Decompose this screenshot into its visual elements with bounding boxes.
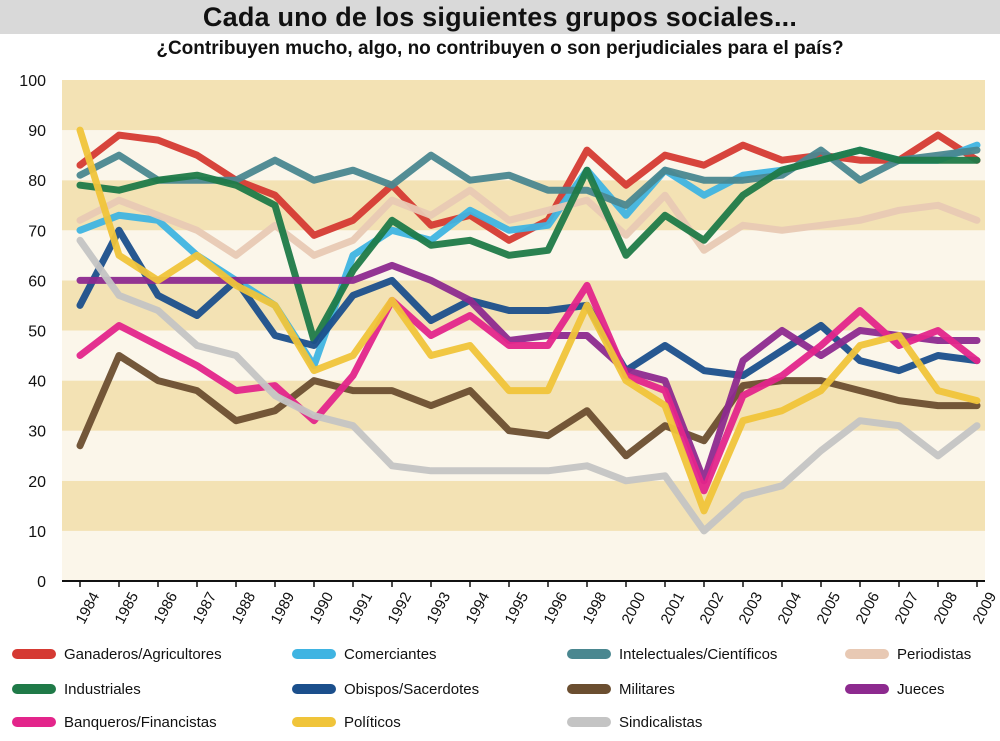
legend-swatch	[845, 649, 889, 659]
y-tick-label: 50	[28, 324, 46, 341]
x-axis	[62, 580, 985, 587]
legend-item: Ganaderos/Agricultores	[12, 642, 222, 666]
background-band	[62, 280, 985, 331]
legend-label: Políticos	[344, 713, 401, 731]
y-axis-ticks: 0 10 20 30 40 50 60 70 80 90 100	[19, 73, 46, 591]
x-tick-label: 2004	[775, 589, 806, 626]
y-tick-label: 0	[37, 574, 46, 591]
legend-swatch	[567, 717, 611, 727]
y-tick-label: 90	[28, 123, 46, 140]
x-tick-label: 1995	[502, 589, 533, 626]
x-tick-label: 2002	[697, 589, 728, 626]
series-line-periodistas	[76, 186, 981, 259]
legend-item: Comerciantes	[292, 642, 437, 666]
series-line-industriales	[76, 146, 981, 344]
x-tick-label: 1987	[190, 589, 221, 626]
y-tick-label: 60	[28, 273, 46, 290]
series-line-pol-ticos	[76, 126, 981, 515]
x-tick-label: 2005	[814, 589, 845, 626]
x-tick-label: 1998	[580, 589, 611, 626]
legend-label: Industriales	[64, 680, 141, 698]
y-tick-label: 20	[28, 474, 46, 491]
y-tick-label: 100	[19, 73, 46, 90]
legend-swatch	[567, 684, 611, 694]
background-band	[62, 530, 985, 581]
x-axis-ticks: 1984 1985 1986 1987 1988 1989 1990 1991 1992 1993…	[73, 589, 1000, 626]
x-tick-label: 2006	[853, 589, 884, 626]
x-tick-label: 2000	[619, 589, 650, 626]
series-line-obispos-sacerdotes	[76, 226, 981, 380]
legend-item: Periodistas	[845, 642, 971, 666]
legend-label: Banqueros/Financistas	[64, 713, 217, 731]
series-line-sindicalistas	[76, 236, 981, 535]
x-tick-label: 2008	[931, 589, 962, 626]
x-tick-label: 1988	[229, 589, 260, 626]
legend-item: Intelectuales/Científicos	[567, 642, 777, 666]
legend-swatch	[292, 649, 336, 659]
legend-item: Industriales	[12, 677, 141, 701]
legend-item: Políticos	[292, 710, 401, 734]
x-tick-label: 2009	[970, 589, 1000, 626]
legend-label: Jueces	[897, 680, 945, 698]
legend-swatch	[12, 649, 56, 659]
legend-label: Periodistas	[897, 645, 972, 663]
legend-item: Militares	[567, 677, 675, 701]
x-tick-label: 1990	[307, 589, 338, 626]
background-band	[62, 480, 985, 531]
legend-item: Obispos/Sacerdotes	[292, 677, 479, 701]
y-tick-label: 40	[28, 374, 46, 391]
legend-label: Ganaderos/Agricultores	[64, 645, 222, 663]
x-tick-label: 2001	[658, 589, 689, 626]
x-tick-label: 1986	[151, 589, 182, 626]
series-line-banqueros-financistas	[76, 281, 981, 495]
subtitle-bar: ¿Contribuyen mucho, algo, no contribuyen…	[0, 34, 1000, 64]
legend-label: Comerciantes	[344, 645, 437, 663]
chart-title: Cada uno de los siguientes grupos social…	[202, 1, 798, 32]
x-tick-label: 1985	[112, 589, 143, 626]
y-tick-label: 80	[28, 173, 46, 190]
legend-item: Banqueros/Financistas	[12, 710, 217, 734]
x-tick-label: 1984	[73, 589, 104, 626]
x-tick-label: 1993	[424, 589, 455, 626]
y-tick-label: 10	[28, 524, 46, 541]
chart-subtitle: ¿Contribuyen mucho, algo, no contribuyen…	[156, 38, 844, 59]
x-tick-label: 2003	[736, 589, 767, 626]
legend-swatch	[567, 649, 611, 659]
y-tick-label: 30	[28, 424, 46, 441]
legend-item: Jueces	[845, 677, 945, 701]
legend-label: Intelectuales/Científicos	[619, 645, 778, 663]
series-lines	[76, 126, 981, 535]
legend-label: Obispos/Sacerdotes	[344, 680, 480, 698]
legend-label: Militares	[619, 680, 675, 698]
background-band	[62, 80, 985, 131]
x-tick-label: 1996	[541, 589, 572, 626]
legend-swatch	[292, 684, 336, 694]
legend-swatch	[12, 684, 56, 694]
x-tick-label: 2007	[892, 589, 923, 626]
legend-swatch	[292, 717, 336, 727]
legend-swatch	[845, 684, 889, 694]
y-tick-label: 70	[28, 223, 46, 240]
x-tick-label: 1992	[385, 589, 416, 626]
background-bands	[62, 80, 985, 581]
legend-item: Sindicalistas	[567, 710, 702, 734]
legend-swatch	[12, 717, 56, 727]
x-tick-label: 1991	[346, 589, 377, 626]
legend: Ganaderos/Agricultores Comerciantes Intele…	[0, 640, 1000, 740]
legend-label: Sindicalistas	[619, 713, 703, 731]
title-bar: Cada uno de los siguientes grupos social…	[0, 0, 1000, 34]
x-tick-label: 1989	[268, 589, 299, 626]
x-tick-label: 1994	[463, 589, 494, 626]
